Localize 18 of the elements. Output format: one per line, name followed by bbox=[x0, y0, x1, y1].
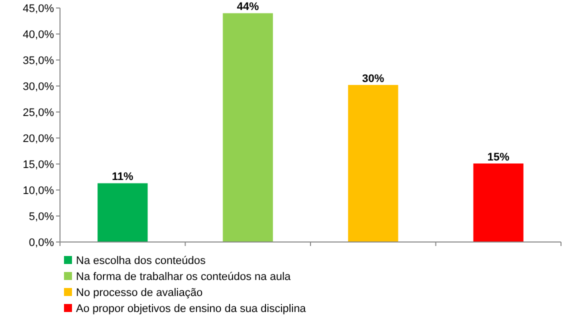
legend-label: Na escolha dos conteúdos bbox=[76, 254, 206, 267]
data-label: 11% bbox=[112, 171, 134, 184]
data-label: 15% bbox=[487, 151, 510, 164]
y-tick-label: 0,0% bbox=[28, 236, 54, 249]
y-tick-label: 25,0% bbox=[22, 106, 54, 119]
legend-label: Na forma de trabalhar os conteúdos na aula bbox=[76, 270, 292, 283]
y-tick-label: 15,0% bbox=[22, 158, 54, 171]
y-tick-label: 40,0% bbox=[22, 28, 54, 41]
data-label: 44% bbox=[236, 1, 260, 14]
y-tick-label: 35,0% bbox=[22, 54, 54, 67]
y-tick-label: 30,0% bbox=[22, 80, 54, 93]
y-tick-label: 5,0% bbox=[28, 210, 54, 223]
legend-label: No processo de avaliação bbox=[76, 286, 203, 299]
y-tick-label: 20,0% bbox=[22, 132, 54, 145]
data-label: 30% bbox=[362, 72, 384, 85]
legend-label: Ao propor objetivos de ensino da sua disciplina bbox=[76, 302, 307, 315]
y-tick-label: 10,0% bbox=[22, 184, 54, 197]
y-tick-label: 45,0% bbox=[22, 2, 54, 15]
